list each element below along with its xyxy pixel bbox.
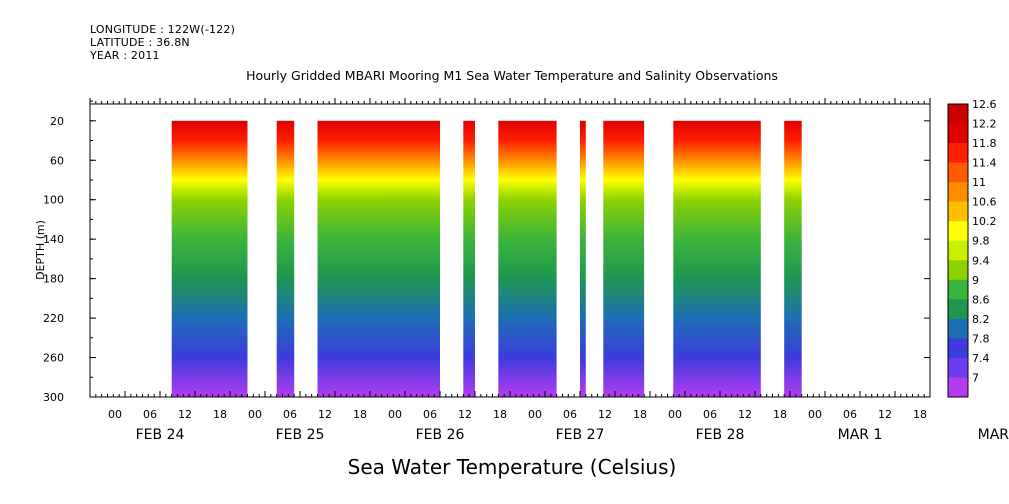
y-tick-label: 20 [50, 115, 64, 128]
x-hour-label: 00 [248, 408, 262, 421]
x-hour-label: 00 [528, 408, 542, 421]
colorbar-frame [947, 103, 969, 398]
colorbar-swatch [948, 201, 968, 222]
colorbar: 12.6 12.2 11.8 11.4 11 10.6 10.2 9.8 9.4 9 8.6 8.2 7… [947, 98, 997, 398]
colorbar-label: 7.8 [972, 332, 990, 345]
colorbar-label: 9.8 [972, 235, 990, 248]
x-hour-label: 00 [108, 408, 122, 421]
colorbar-label: 9.4 [972, 254, 990, 267]
x-hour-label: 06 [703, 408, 717, 421]
y-tick-label: 300 [43, 391, 64, 404]
colorbar-label: 8.2 [972, 313, 990, 326]
x-hour-label: 18 [633, 408, 647, 421]
colorbar-swatch [948, 357, 968, 378]
colorbar-swatch [948, 123, 968, 144]
year-label: YEAR : 2011 [90, 49, 160, 62]
data-segment-6 [603, 120, 645, 398]
y-axis-label: DEPTH (m) [34, 220, 47, 280]
colorbar-label: 10.6 [972, 196, 997, 209]
x-day-label: MAR 2 [978, 427, 1009, 443]
x-day-label: FEB 28 [696, 427, 745, 443]
colorbar-swatch [948, 104, 968, 124]
colorbar-label: 10.2 [972, 215, 997, 228]
latitude-label: LATITUDE : 36.8N [90, 36, 190, 49]
x-hour-label: 06 [843, 408, 857, 421]
x-hour-label: 12 [738, 408, 752, 421]
y-tick-label: 140 [43, 233, 64, 246]
colorbar-label: 9 [972, 274, 979, 287]
x-hour-label: 00 [808, 408, 822, 421]
x-day-label: FEB 24 [136, 427, 185, 443]
x-hour-label: 12 [458, 408, 472, 421]
colorbar-swatch [948, 260, 968, 281]
axes: 20 60 100 140 180 220 260 300 00 06 12 18 00 06 12 18 00… [43, 98, 1009, 443]
colorbar-label: 12.6 [972, 98, 997, 111]
y-tick-label: 60 [50, 154, 64, 167]
colorbar-swatch [948, 143, 968, 164]
x-hour-label: 18 [213, 408, 227, 421]
x-hour-label: 00 [388, 408, 402, 421]
y-tick-label: 180 [43, 273, 64, 286]
x-day-label: FEB 27 [556, 427, 605, 443]
colorbar-swatch [948, 299, 968, 320]
colorbar-swatch [948, 279, 968, 300]
chart-title: Hourly Gridded MBARI Mooring M1 Sea Wate… [246, 68, 778, 83]
colorbar-swatch [948, 162, 968, 183]
y-tick-label: 220 [43, 312, 64, 325]
colorbar-label: 11.8 [972, 137, 997, 150]
x-day-label: MAR 1 [838, 427, 883, 443]
x-hour-label: 06 [423, 408, 437, 421]
x-hour-label: 18 [913, 408, 927, 421]
x-hour-label: 06 [563, 408, 577, 421]
x-hour-label: 12 [878, 408, 892, 421]
colorbar-swatch [948, 318, 968, 339]
data-segment-5 [580, 120, 586, 398]
data-segment-8 [784, 120, 802, 398]
data-segment-7 [673, 120, 761, 398]
data-segment-1 [276, 120, 295, 398]
colorbar-swatch [948, 221, 968, 242]
x-hour-label: 18 [493, 408, 507, 421]
colorbar-label: 7 [972, 372, 979, 385]
data-segment-2 [317, 120, 440, 398]
colorbar-label: 12.2 [972, 118, 997, 131]
plot-area [171, 120, 802, 398]
x-axis-label: Sea Water Temperature (Celsius) [348, 455, 677, 479]
colorbar-label: 7.4 [972, 352, 990, 365]
colorbar-label: 11 [972, 176, 986, 189]
x-hour-label: 06 [143, 408, 157, 421]
x-hour-label: 00 [668, 408, 682, 421]
data-segment-4 [498, 120, 557, 398]
colorbar-swatch [948, 240, 968, 261]
data-segment-3 [463, 120, 475, 398]
x-hour-label: 12 [318, 408, 332, 421]
colorbar-label: 8.6 [972, 293, 990, 306]
longitude-label: LONGITUDE : 122W(-122) [90, 23, 236, 36]
colorbar-label: 11.4 [972, 157, 997, 170]
colorbar-swatch [948, 377, 968, 398]
x-hour-label: 18 [353, 408, 367, 421]
x-hour-label: 18 [773, 408, 787, 421]
data-segment-0 [171, 120, 248, 398]
x-day-label: FEB 25 [276, 427, 325, 443]
y-tick-label: 260 [43, 352, 64, 365]
y-tick-label: 100 [43, 194, 64, 207]
x-hour-label: 12 [598, 408, 612, 421]
colorbar-swatch [948, 338, 968, 359]
x-day-label: FEB 26 [416, 427, 465, 443]
colorbar-swatch [948, 182, 968, 203]
x-hour-label: 12 [178, 408, 192, 421]
x-hour-label: 06 [283, 408, 297, 421]
